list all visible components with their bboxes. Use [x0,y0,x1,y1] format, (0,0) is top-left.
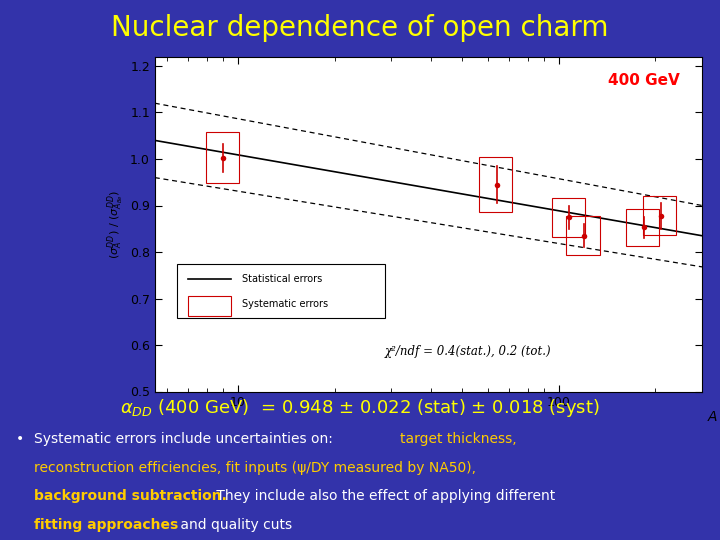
Text: and quality cuts: and quality cuts [176,518,292,532]
Text: Statistical errors: Statistical errors [243,274,323,284]
Text: $\alpha_{DD}$ (400 GeV)  = 0.948 ± 0.022 (stat) ± 0.018 (syst): $\alpha_{DD}$ (400 GeV) = 0.948 ± 0.022 … [120,397,600,419]
Bar [643,196,676,235]
Text: Systematic errors include uncertainties on:: Systematic errors include uncertainties … [34,432,337,446]
Bar [626,209,660,246]
Bar [479,157,513,212]
Text: Nuclear dependence of open charm: Nuclear dependence of open charm [112,14,608,42]
Text: •: • [16,432,24,446]
Bar [552,198,585,237]
Text: Systematic errors: Systematic errors [243,300,328,309]
Bar [188,296,231,316]
Text: target thickness,: target thickness, [400,432,516,446]
Y-axis label: $(\sigma^{DD}_A)\ /\ (\sigma^{DD}_{A_{Be}})$: $(\sigma^{DD}_A)\ /\ (\sigma^{DD}_{A_{Be… [105,190,126,259]
Bar [566,216,600,255]
Text: fitting approaches: fitting approaches [34,518,178,532]
Text: They include also the effect of applying different: They include also the effect of applying… [212,489,556,503]
Bar [206,132,239,183]
Text: 400 GeV: 400 GeV [608,73,680,89]
Text: background subtraction.: background subtraction. [34,489,227,503]
Text: χ²/ndf = 0.4(stat.), 0.2 (tot.): χ²/ndf = 0.4(stat.), 0.2 (tot.) [384,345,552,358]
Bar [176,264,384,318]
Text: reconstruction efficiencies, fit inputs (ψ/DY measured by NA50),: reconstruction efficiencies, fit inputs … [34,461,476,475]
Text: A: A [708,410,717,424]
